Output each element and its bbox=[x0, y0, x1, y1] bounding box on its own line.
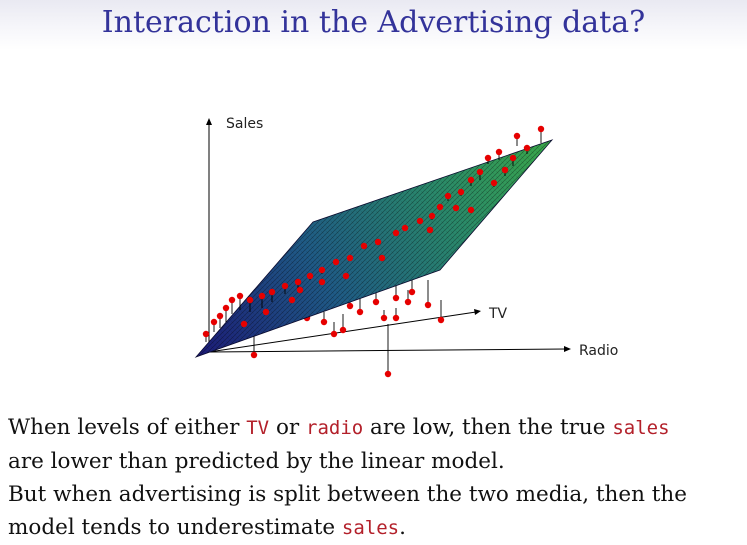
caption-text: But when advertising is split between th… bbox=[8, 482, 688, 507]
data-point bbox=[374, 238, 382, 246]
data-point bbox=[509, 154, 517, 162]
data-point bbox=[288, 296, 296, 304]
code-sales: sales bbox=[612, 417, 670, 439]
caption-line-4: model tends to underestimate sales. bbox=[8, 511, 746, 545]
data-point bbox=[452, 204, 460, 212]
radio-axis-arrow bbox=[564, 346, 571, 352]
data-point bbox=[294, 278, 302, 286]
data-point bbox=[380, 314, 388, 322]
code-tv: TV bbox=[246, 417, 270, 439]
data-point bbox=[384, 370, 392, 378]
data-point bbox=[250, 351, 258, 359]
data-point bbox=[401, 224, 409, 232]
regression-3d-plot: Sales TV Radio bbox=[194, 116, 618, 378]
slide-title: Interaction in the Advertising data? bbox=[101, 5, 646, 40]
data-point bbox=[320, 318, 328, 326]
plane-mesh bbox=[196, 140, 552, 357]
data-point bbox=[513, 132, 521, 140]
data-point bbox=[484, 154, 492, 162]
data-point bbox=[467, 206, 475, 214]
data-point bbox=[240, 320, 248, 328]
code-radio: radio bbox=[306, 417, 364, 439]
data-point bbox=[222, 304, 230, 312]
code-sales: sales bbox=[341, 517, 400, 539]
data-point bbox=[339, 326, 347, 334]
data-point bbox=[202, 330, 210, 338]
data-point bbox=[467, 176, 475, 184]
data-point bbox=[428, 212, 436, 220]
data-point bbox=[378, 254, 386, 262]
caption-text: . bbox=[399, 515, 406, 540]
data-point bbox=[246, 296, 254, 304]
data-point bbox=[258, 292, 266, 300]
data-point bbox=[392, 229, 400, 237]
data-point bbox=[236, 292, 244, 300]
caption: When levels of either TV or radio are lo… bbox=[8, 411, 746, 545]
radio-axis-label: Radio bbox=[579, 343, 618, 359]
data-point bbox=[281, 282, 289, 290]
data-point bbox=[416, 217, 424, 225]
caption-line-1: When levels of either TV or radio are lo… bbox=[8, 411, 746, 445]
data-point bbox=[392, 294, 400, 302]
data-point bbox=[318, 266, 326, 274]
data-point bbox=[537, 125, 545, 133]
data-point bbox=[372, 298, 380, 306]
data-point bbox=[437, 316, 445, 324]
caption-text: When levels of either bbox=[8, 415, 247, 440]
data-point bbox=[210, 318, 218, 326]
data-point bbox=[392, 314, 400, 322]
sales-axis-label: Sales bbox=[226, 116, 263, 132]
data-point bbox=[426, 226, 434, 234]
data-point bbox=[342, 272, 350, 280]
data-point bbox=[424, 301, 432, 309]
radio-axis-line bbox=[208, 348, 567, 353]
data-point bbox=[476, 168, 484, 176]
caption-text: are lower than predicted by the linear m… bbox=[8, 449, 505, 474]
data-point bbox=[436, 203, 444, 211]
caption-text: or bbox=[269, 415, 307, 440]
tv-axis-arrow bbox=[474, 309, 481, 315]
data-point bbox=[262, 308, 270, 316]
data-point bbox=[332, 258, 340, 266]
data-point bbox=[306, 272, 314, 280]
data-point bbox=[490, 179, 498, 187]
data-point bbox=[346, 302, 354, 310]
tv-axis-label: TV bbox=[488, 306, 508, 322]
data-point bbox=[495, 148, 503, 156]
data-point bbox=[318, 278, 326, 286]
data-point bbox=[360, 242, 368, 250]
title-bar bbox=[0, 0, 747, 50]
data-point bbox=[296, 286, 304, 294]
data-point bbox=[216, 312, 224, 320]
data-point bbox=[330, 330, 338, 338]
data-point bbox=[268, 288, 276, 296]
data-point bbox=[523, 144, 531, 152]
data-point bbox=[356, 308, 364, 316]
caption-text: are low, then the true bbox=[363, 415, 613, 440]
data-point bbox=[457, 188, 465, 196]
data-point bbox=[346, 254, 354, 262]
points-above-plane bbox=[202, 125, 545, 342]
caption-line-2: are lower than predicted by the linear m… bbox=[8, 445, 746, 478]
data-point bbox=[444, 192, 452, 200]
data-point bbox=[501, 166, 509, 174]
data-point bbox=[408, 288, 416, 296]
sales-axis-arrow bbox=[206, 118, 212, 125]
caption-text: model tends to underestimate bbox=[8, 515, 342, 540]
data-point bbox=[404, 298, 412, 306]
data-point bbox=[228, 296, 236, 304]
caption-line-3: But when advertising is split between th… bbox=[8, 478, 746, 511]
